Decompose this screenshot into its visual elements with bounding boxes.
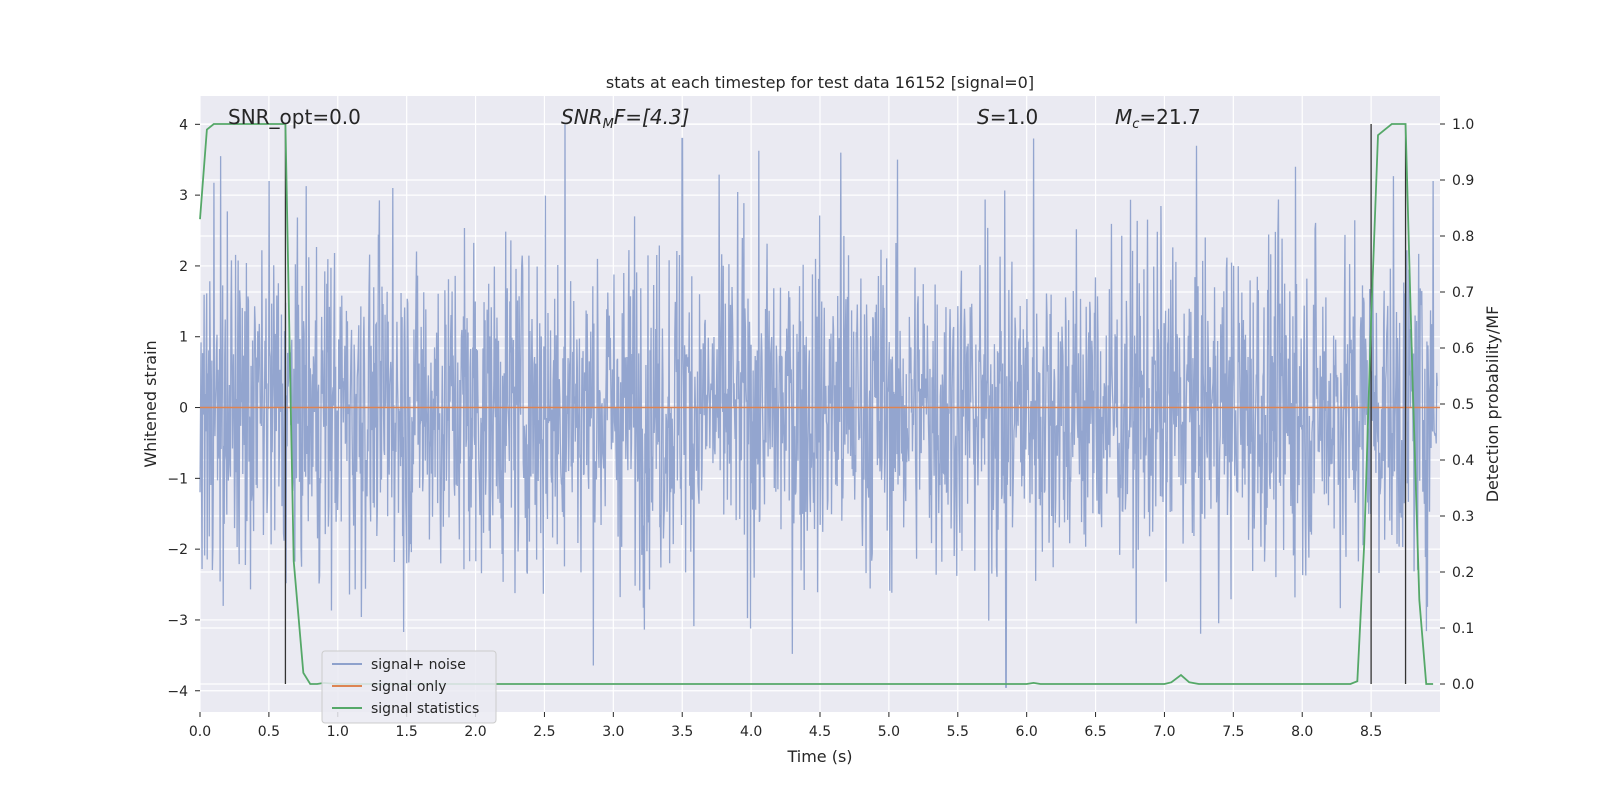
x-tick-label-5: 2.5 <box>533 724 555 740</box>
annotation-snr-opt: SNR_opt=0.0 <box>228 105 361 129</box>
y2-tick-label-3: 0.7 <box>1452 285 1474 301</box>
annotation-snr-mf-var: SNR <box>561 105 603 129</box>
annotation-snr-mf-sub: M <box>603 117 614 132</box>
x-tick-label-2: 1.0 <box>327 724 349 740</box>
y2-tick-label-0: 1.0 <box>1452 117 1474 133</box>
series-signal-noise <box>199 124 1438 688</box>
x-tick-label-7: 3.5 <box>671 724 693 740</box>
y-tick-label-4: 0 <box>179 401 188 417</box>
x-tick-label-14: 7.0 <box>1153 724 1175 740</box>
x-tick-label-17: 8.5 <box>1360 724 1382 740</box>
annotation-s: S=1.0 <box>977 105 1038 129</box>
y2-axis-ticks: 1.0 0.9 0.8 0.7 0.6 0.5 0.4 0.3 0.2 0.1 0.0 <box>1440 117 1474 693</box>
y-axis-label: Whitened strain <box>141 340 160 467</box>
annotation-s-rest: =1.0 <box>990 105 1039 129</box>
vertical-markers <box>284 124 1407 684</box>
annotation-s-var: S <box>977 105 990 129</box>
y-tick-label-3: 1 <box>179 330 188 346</box>
legend-box <box>321 650 497 724</box>
legend-label-signal-noise: signal+ noise <box>371 657 466 673</box>
y2-tick-label-5: 0.5 <box>1452 397 1474 413</box>
x-tick-label-6: 3.0 <box>602 724 624 740</box>
legend-label-signal-only: signal only <box>371 679 446 695</box>
x-axis-label: Time (s) <box>786 747 852 766</box>
y2-tick-label-9: 0.1 <box>1452 621 1474 637</box>
x-tick-label-0: 0.0 <box>189 724 211 740</box>
x-tick-label-12: 6.0 <box>1016 724 1038 740</box>
annotation-mc-rest: =21.7 <box>1139 105 1200 129</box>
signal-statistics-line <box>199 123 1434 685</box>
y-tick-label-8: −4 <box>167 684 188 700</box>
y-tick-label-6: −2 <box>167 542 188 558</box>
annotation-snr-mf: SNRMF=[4.3] <box>561 105 689 132</box>
legend-label-signal-statistics: signal statistics <box>371 701 479 717</box>
y2-tick-label-6: 0.4 <box>1452 453 1474 469</box>
annotation-mc-var: M <box>1115 105 1132 129</box>
y-tick-label-2: 2 <box>179 259 188 275</box>
y-axis-ticks: 4 3 2 1 0 −1 −2 −3 −4 <box>167 117 200 700</box>
y2-tick-label-4: 0.6 <box>1452 341 1474 357</box>
signal-noise-line <box>199 124 1438 688</box>
chart-title: stats at each timestep for test data 161… <box>606 73 1034 92</box>
annotation-snr-mf-rest: F=[4.3] <box>614 105 690 129</box>
x-tick-label-13: 6.5 <box>1084 724 1106 740</box>
x-tick-label-9: 4.5 <box>809 724 831 740</box>
y-tick-label-1: 3 <box>179 188 188 204</box>
annotation-mc-sub: c <box>1132 117 1139 132</box>
y2-tick-label-2: 0.8 <box>1452 229 1474 245</box>
x-axis-ticks: 0.0 0.5 1.0 1.5 2.0 2.5 3.0 3.5 4.0 4.5 5.0 5.5 6.0 6… <box>189 712 1382 740</box>
x-tick-label-8: 4.0 <box>740 724 762 740</box>
annotation-mc: Mc=21.7 <box>1115 105 1201 132</box>
y2-tick-label-10: 0.0 <box>1452 677 1474 693</box>
y2-tick-label-7: 0.3 <box>1452 509 1474 525</box>
legend: signal+ noise signal only signal statist… <box>321 650 497 724</box>
x-tick-label-1: 0.5 <box>258 724 280 740</box>
series-signal-statistics <box>199 123 1434 685</box>
y2-tick-label-1: 0.9 <box>1452 173 1474 189</box>
y2-tick-label-8: 0.2 <box>1452 565 1474 581</box>
x-tick-label-4: 2.0 <box>464 724 486 740</box>
x-tick-label-16: 8.0 <box>1291 724 1313 740</box>
y-tick-label-5: −1 <box>167 471 188 487</box>
y-tick-label-0: 4 <box>179 117 188 133</box>
y2-axis-label: Detection probability/MF <box>1483 306 1502 503</box>
x-tick-label-11: 5.5 <box>947 724 969 740</box>
x-tick-label-15: 7.5 <box>1222 724 1244 740</box>
x-tick-label-10: 5.0 <box>878 724 900 740</box>
x-tick-label-3: 1.5 <box>396 724 418 740</box>
y-tick-label-7: −3 <box>167 613 188 629</box>
